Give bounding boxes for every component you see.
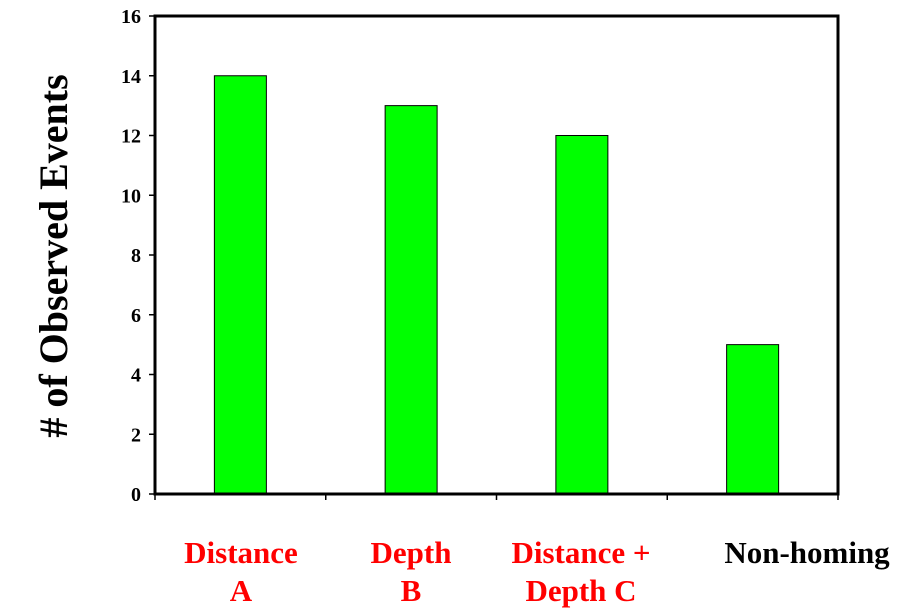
y-tick-label: 12: [121, 126, 141, 148]
bar: [555, 135, 609, 495]
x-category-label-line: Distance: [184, 535, 298, 570]
x-category-label: Non-homing: [724, 535, 890, 570]
bar: [213, 75, 267, 495]
x-category-label: Distance + Depth C: [511, 535, 650, 608]
x-category-label-line: Depth: [371, 535, 452, 570]
y-ticks: 0 2 4 6 8 10 12 14 16: [121, 6, 839, 506]
bar: [384, 105, 438, 495]
x-category-label: Distance A: [184, 535, 298, 608]
y-tick-label: 8: [131, 245, 141, 267]
y-tick-label: 6: [131, 305, 141, 327]
x-category-label: Depth B: [371, 535, 452, 608]
bars-layer: [213, 75, 780, 495]
bar: [726, 344, 780, 495]
y-tick-label: 0: [131, 484, 141, 506]
x-category-label-line: B: [401, 573, 422, 608]
y-tick-label: 14: [121, 66, 141, 88]
y-axis-title: # of Observed Events: [31, 74, 76, 437]
x-category-label-line: Distance +: [511, 535, 650, 570]
x-category-labels: Distance A Depth B Distance + Depth C Non-homi…: [184, 535, 890, 608]
x-category-label-line: Depth C: [525, 573, 636, 608]
x-category-label-line: Non-homing: [724, 535, 890, 570]
y-tick-label: 16: [121, 6, 141, 28]
y-tick-label: 2: [131, 424, 141, 446]
x-category-label-line: A: [230, 573, 253, 608]
y-tick-label: 10: [121, 185, 141, 207]
y-tick-label: 4: [131, 365, 141, 387]
